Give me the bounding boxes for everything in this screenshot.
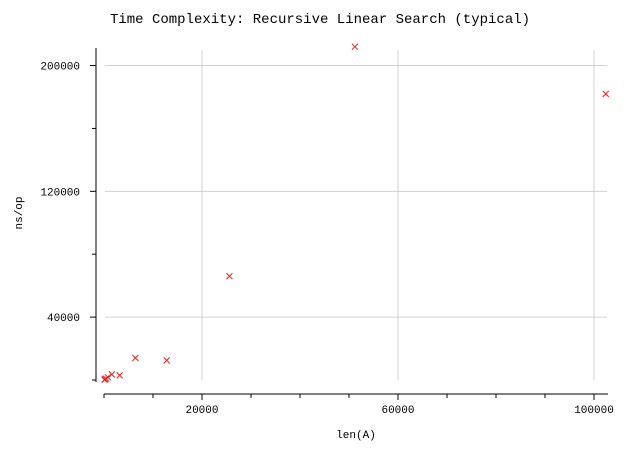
data-point <box>351 43 359 51</box>
point-marker <box>602 90 610 98</box>
data-point <box>132 354 139 362</box>
point-marker <box>351 43 359 51</box>
data-points <box>101 43 610 384</box>
data-point <box>226 272 233 280</box>
data-point <box>602 90 610 98</box>
data-point <box>116 371 124 379</box>
x-tick-label: 60000 <box>381 405 414 417</box>
data-point <box>163 356 171 364</box>
x-tick-label: 100000 <box>574 405 614 417</box>
point-marker <box>104 373 112 381</box>
x-tick-label: 20000 <box>185 405 218 417</box>
point-marker <box>116 371 124 379</box>
chart-title: Time Complexity: Recursive Linear Search… <box>109 12 531 28</box>
point-marker <box>226 272 233 280</box>
y-tick-label: 120000 <box>40 187 80 199</box>
point-marker <box>108 370 116 378</box>
axes: 20000 60000 100000 40000 120000 200000 <box>40 48 614 417</box>
grid-lines <box>105 50 607 380</box>
y-tick-label: 40000 <box>47 313 80 325</box>
x-axis-label: len(A) <box>336 430 376 442</box>
point-marker <box>163 356 171 364</box>
y-axis-label: ns/op <box>14 196 26 229</box>
data-point <box>108 370 116 378</box>
y-tick-label: 200000 <box>40 62 80 74</box>
data-point <box>104 373 112 381</box>
point-marker <box>132 354 139 362</box>
